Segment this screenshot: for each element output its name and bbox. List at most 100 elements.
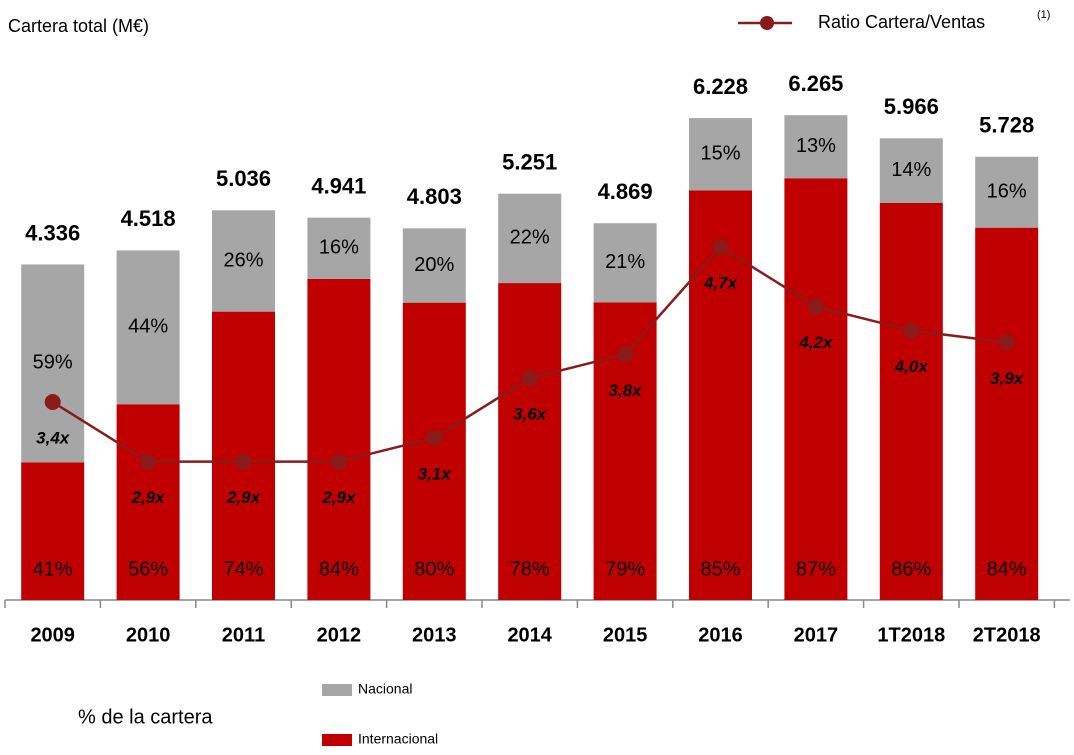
stacked-bar [879,138,943,600]
legend-label: Ratio Cartera/Ventas [818,12,985,32]
bar-segment [784,178,848,600]
ratio-label: 3,1x [418,464,453,483]
ratio-point [44,394,61,411]
ratio-point [617,346,634,363]
bar-segment [212,210,275,312]
ratio-label: 3,8x [609,381,644,400]
ratio-point [521,370,538,387]
x-tick-label: 2015 [603,624,648,646]
legend-note: (1) [1037,9,1050,21]
ratio-point [903,322,920,339]
stacked-bar [21,264,85,600]
legend-label: Nacional [358,681,412,697]
stacked-bar [498,193,562,600]
segment-label: 59% [33,352,73,374]
segment-label: 87% [796,558,836,580]
segment-label: 84% [319,558,359,580]
ratio-point [807,298,824,315]
legend-label: Internacional [358,731,438,747]
total-label: 5.966 [884,94,939,119]
total-label: 5.251 [502,149,557,174]
total-label: 5.728 [979,113,1034,138]
segment-label: 15% [700,142,740,164]
bar-segment [21,462,85,600]
ratio-label: 4,2x [798,333,834,352]
segment-label: 16% [987,181,1027,203]
bar-segment [402,302,466,600]
x-tick-label: 2012 [317,624,362,646]
segment-label: 79% [605,558,645,580]
total-label: 4.941 [311,173,366,198]
ratio-label: 4,7x [703,273,739,292]
bar-segment [689,118,752,191]
ratio-label: 3,9x [990,369,1025,388]
bar-segment [498,283,562,600]
x-tick-label: 2T2018 [973,624,1041,646]
bar-segment [879,202,943,600]
stacked-bar [689,118,752,600]
total-label: 6.265 [788,71,843,96]
segment-label: 85% [700,558,740,580]
segment-label: 41% [33,558,73,580]
x-tick-label: 2013 [412,624,457,646]
bar-segment [879,138,943,203]
ratio-point [140,453,157,470]
segment-label: 56% [128,558,168,580]
bar-segment [402,228,466,303]
bar-segment [784,115,848,179]
ratio-label: 4,0x [894,357,930,376]
stacked-bar [116,250,180,600]
x-tick-label: 2014 [507,624,552,646]
segment-label: 22% [510,227,550,249]
chart-title: Cartera total (M€) [8,16,149,36]
bar-segment [116,250,180,405]
ratio-point [998,334,1015,351]
legend-swatch [322,734,352,746]
segment-label: 84% [987,558,1027,580]
ratio-label: 2,9x [226,488,262,507]
ratio-point [330,453,347,470]
ratio-point [712,238,729,255]
stacked-bar [975,156,1039,600]
segment-label: 13% [796,135,836,157]
stacked-bar [593,223,657,600]
bar-segment [307,217,371,279]
bar-segment [307,278,371,600]
stacked-bar [784,115,848,600]
stacked-bar [402,228,466,600]
segment-label: 78% [510,558,550,580]
total-label: 4.869 [598,179,653,204]
stacked-bar [307,217,371,600]
bar-segment [975,227,1039,600]
total-label: 5.036 [216,166,271,191]
bar-segment [21,264,85,463]
x-tick-label: 2010 [126,624,171,646]
segment-label: 20% [414,254,454,276]
segment-label: 86% [891,558,931,580]
ratio-label: 3,6x [513,405,548,424]
segment-label: 80% [414,558,454,580]
segment-label: 74% [223,558,263,580]
total-label: 6.228 [693,74,748,99]
segment-label: 44% [128,316,168,338]
x-tick-label: 2016 [698,624,743,646]
ratio-label: 2,9x [321,488,357,507]
x-tick-label: 2017 [794,624,839,646]
ratio-label: 2,9x [131,488,167,507]
x-tick-label: 2009 [30,624,75,646]
x-tick-label: 1T2018 [877,624,945,646]
ratio-point [426,429,443,446]
legend-marker [760,16,774,30]
ratio-point [235,453,252,470]
segment-label: 26% [223,249,263,271]
total-label: 4.803 [407,184,462,209]
legend-swatch [322,684,352,696]
segment-label: 16% [319,237,359,259]
bar-segment [975,156,1039,228]
total-label: 4.336 [25,220,80,245]
segment-label: 21% [605,251,645,273]
total-label: 4.518 [121,206,176,231]
x-tick-label: 2011 [222,624,265,646]
segment-label: 14% [891,159,931,181]
